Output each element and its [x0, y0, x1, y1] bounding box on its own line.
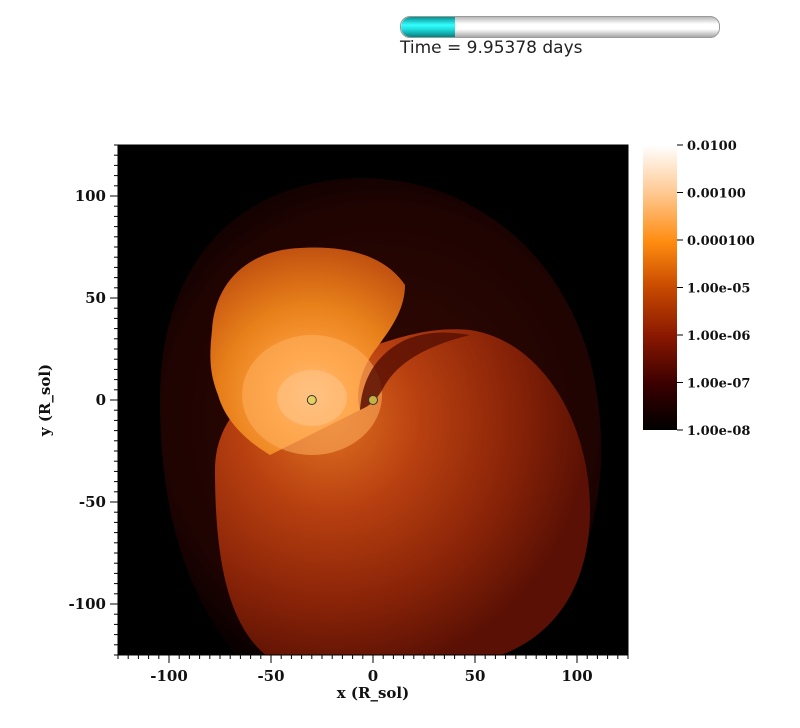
x-tick-label: -100 [150, 667, 188, 685]
colorbar-tick-label: 0.0100 [687, 139, 737, 154]
x-tick-label: 50 [465, 667, 486, 685]
y-tick-label: 0 [96, 391, 106, 409]
plot-axes: -100 -50 0 50 100 100 50 0 -50 -100 [68, 144, 629, 685]
time-progress-bar [400, 16, 720, 38]
star-markers [306, 395, 378, 405]
colorbar-tick-label: 1.00e-07 [687, 377, 750, 392]
density-field [160, 178, 602, 655]
colorbar-tick-label: 1.00e-06 [687, 329, 750, 344]
star-marker [306, 395, 317, 405]
colorbar-ticks: 0.0100 0.00100 0.000100 1.00e-05 1.00e-06 1.0… [677, 139, 755, 439]
x-axis-label: x (R_sol) [337, 684, 409, 702]
x-tick-label: 0 [368, 667, 378, 685]
colorbar [643, 145, 677, 430]
x-tick-label: 100 [561, 667, 592, 685]
y-tick-label: -50 [79, 493, 106, 511]
x-tick-label: -50 [257, 667, 284, 685]
y-tick-label: 100 [75, 187, 106, 205]
y-tick-label: -100 [68, 595, 106, 613]
colorbar-tick-label: 0.000100 [687, 234, 755, 249]
y-tick-label: 50 [85, 289, 106, 307]
colorbar-tick-label: 1.00e-05 [687, 282, 750, 297]
y-axis-label: y (R_sol) [36, 364, 54, 437]
time-label: Time = 9.95378 days [400, 38, 583, 58]
progress-track [400, 16, 720, 38]
star-marker [368, 395, 378, 405]
progress-fill [401, 17, 456, 37]
colorbar-tick-label: 1.00e-08 [687, 424, 750, 439]
colorbar-tick-label: 0.00100 [687, 187, 746, 202]
